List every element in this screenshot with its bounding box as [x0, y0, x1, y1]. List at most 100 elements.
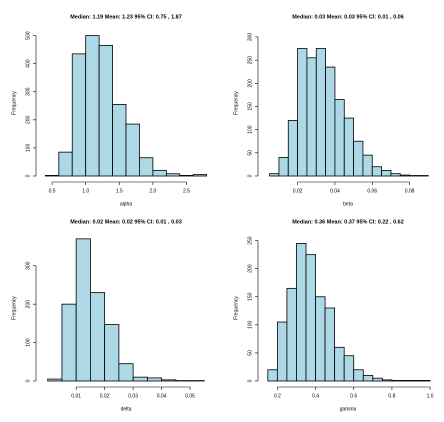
bar [179, 175, 194, 177]
y-tick-label: 100 [247, 320, 253, 329]
x-tick-label: 0.03 [128, 393, 138, 399]
y-tick-label: 150 [247, 102, 253, 111]
bar [161, 379, 177, 382]
bar [399, 174, 410, 177]
y-tick-label: 0 [25, 379, 31, 382]
y-tick-label: 200 [247, 79, 253, 88]
y-tick-label: 300 [25, 87, 31, 96]
bar [269, 173, 280, 177]
x-tick-label: 0.04 [330, 188, 340, 194]
y-tick-label: 300 [25, 261, 31, 270]
bar [353, 140, 364, 177]
y-tick-label: 200 [25, 115, 31, 124]
bar [334, 99, 345, 177]
bar [276, 321, 288, 382]
bar [315, 296, 326, 382]
bar [362, 374, 374, 382]
y-tick-label: 250 [247, 236, 253, 245]
x-tick-label: 0.8 [388, 393, 395, 399]
bar [371, 166, 382, 177]
y-tick-label: 0 [25, 174, 31, 177]
bar [390, 173, 401, 177]
bar [343, 117, 354, 177]
bar [353, 369, 364, 382]
y-tick-label: 200 [25, 300, 31, 309]
x-axis-label: gamma [340, 406, 357, 412]
x-axis-label: delta [121, 406, 132, 412]
bar [286, 287, 297, 382]
bar [132, 376, 148, 382]
x-tick-label: 0.4 [312, 393, 319, 399]
bar [306, 57, 317, 177]
bar [61, 303, 77, 382]
y-axis-label: Frequency [233, 91, 239, 115]
bar [98, 45, 113, 177]
chart-title: Median: 0.36 Mean: 0.37 95% CI: 0.22 , 0… [292, 219, 404, 225]
bar [152, 169, 167, 177]
bar [112, 104, 127, 177]
x-tick-label: 0.02 [100, 393, 110, 399]
bar [410, 380, 421, 382]
bar [325, 66, 336, 177]
y-tick-label: 100 [247, 125, 253, 134]
x-tick-label: 0.06 [367, 188, 377, 194]
bar [47, 378, 63, 382]
x-tick-label: 0.08 [405, 188, 415, 194]
bar [381, 379, 393, 382]
chart-title: Median: 0.03 Mean: 0.03 95% CI: 0.01 , 0… [292, 14, 404, 20]
bar [287, 119, 298, 177]
bar [315, 48, 326, 177]
y-tick-label: 0 [247, 379, 253, 382]
x-tick-label: 1.0 [427, 393, 434, 399]
y-axis-label: Frequency [11, 91, 17, 115]
x-tick-label: 1.0 [82, 188, 89, 194]
y-tick-label: 0 [247, 174, 253, 177]
bar [362, 154, 373, 177]
x-axis-label: alpha [120, 201, 132, 207]
bar [296, 243, 307, 382]
bar [343, 355, 355, 382]
bar [334, 346, 345, 382]
chart-title: Median: 0.02 Mean: 0.02 95% CI: 0.01 , 0… [70, 219, 182, 225]
bar [90, 292, 106, 382]
bar [139, 157, 154, 177]
bar [118, 363, 134, 382]
x-tick-label: 0.2 [274, 393, 281, 399]
x-tick-label: 0.6 [350, 393, 357, 399]
bar [192, 174, 208, 177]
y-tick-label: 250 [247, 56, 253, 65]
y-tick-label: 150 [247, 292, 253, 301]
bar [165, 173, 181, 177]
bar [104, 324, 120, 382]
bar [75, 238, 91, 382]
bar [305, 254, 316, 382]
x-tick-label: 0.5 [49, 188, 56, 194]
bar [297, 48, 308, 177]
y-tick-label: 100 [25, 144, 31, 153]
y-tick-label: 100 [25, 338, 31, 347]
y-tick-label: 500 [25, 31, 31, 40]
bar [71, 53, 87, 177]
bar [125, 123, 140, 177]
bar [58, 151, 73, 177]
x-axis-label: beta [343, 201, 353, 207]
x-tick-label: 0.01 [71, 393, 81, 399]
bar [85, 35, 100, 177]
bar [372, 377, 383, 382]
bar [401, 380, 412, 382]
x-tick-label: 0.05 [185, 393, 195, 399]
y-tick-label: 300 [247, 33, 253, 42]
chart-title: Median: 1.19 Mean: 1.23 95% CI: 0.75 , 1… [70, 14, 182, 20]
y-tick-label: 50 [247, 150, 253, 156]
y-tick-label: 200 [247, 264, 253, 273]
y-axis-label: Frequency [233, 296, 239, 320]
bar [278, 157, 289, 177]
bar [324, 307, 336, 382]
y-axis-label: Frequency [11, 296, 17, 320]
bar [267, 369, 278, 382]
bar [391, 380, 402, 382]
x-tick-label: 2.5 [183, 188, 190, 194]
bar [146, 377, 162, 382]
x-tick-label: 0.04 [157, 393, 167, 399]
